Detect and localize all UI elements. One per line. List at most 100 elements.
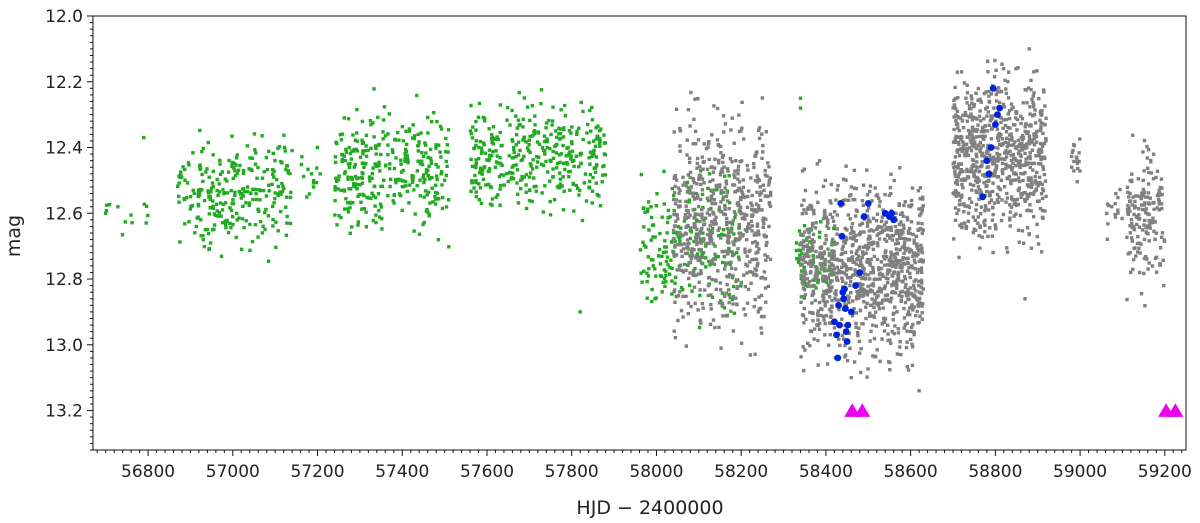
series-0-point [664,250,668,254]
series-1-point [755,190,759,194]
series-1-point [901,257,905,262]
series-1-point [1130,225,1134,230]
series-0-point [694,232,699,236]
series-1-point [1009,132,1013,136]
series-1-point [724,182,729,186]
series-1-point [884,255,889,259]
series-1-point [910,203,914,207]
series-1-point [830,243,834,247]
series-0-point [393,138,398,142]
series-1-point [738,205,743,209]
series-0-point [638,248,643,252]
series-0-point [355,187,359,191]
series-1-point [725,222,729,227]
series-0-point [221,188,225,192]
series-1-point [885,272,890,276]
series-1-point [985,179,989,184]
series-0-point [532,185,536,189]
series-0-point [421,222,425,227]
series-1-point [968,132,972,137]
series-0-point [559,108,563,112]
series-1-point [678,199,682,203]
series-0-point [546,170,550,174]
series-1-point [1009,205,1014,209]
series-1-point [837,268,841,273]
series-0-point [261,224,265,228]
series-0-point [646,274,651,278]
series-0-point [588,162,592,166]
series-1-point [1025,131,1029,135]
series-0-point [280,161,284,165]
series-1-point [904,248,908,252]
series-1-point [990,126,995,130]
series-2-point [983,157,991,165]
series-1-point [753,267,757,271]
series-1-point [1033,121,1038,125]
series-1-point [1145,144,1149,149]
series-1-point [802,368,806,373]
series-1-point [845,358,850,363]
series-1-point [732,210,737,214]
series-1-point [717,143,721,148]
series-1-point [854,321,858,326]
series-0-point [482,165,487,169]
series-1-point [905,257,909,261]
series-1-point [1027,134,1032,138]
series-1-point [816,200,820,204]
series-1-point [1157,197,1161,202]
series-1-point [1038,207,1043,211]
series-0-point [662,268,666,272]
series-0-point [579,161,583,165]
series-1-point [874,295,879,300]
series-0-point [426,131,430,135]
series-1-point [1147,170,1151,175]
series-1-point [693,301,697,306]
series-1-point [841,177,846,181]
series-1-point [963,110,968,115]
series-1-point [996,135,1000,140]
series-1-point [1027,161,1032,165]
series-0-point [561,143,565,148]
series-1-point [871,229,876,233]
series-1-point [736,285,740,289]
series-0-point [227,158,231,163]
series-1-point [816,312,820,316]
series-1-point [956,148,960,152]
series-1-point [956,140,961,144]
series-1-point [913,267,917,271]
series-1-point [801,239,806,243]
series-1-point [1015,117,1020,122]
series-1-point [1036,149,1041,153]
series-1-point [724,179,728,183]
series-1-point [976,185,981,189]
series-1-point [920,246,924,251]
series-1-point [832,326,837,330]
series-1-point [801,244,806,248]
series-1-point [727,235,732,239]
series-0-point [425,193,429,197]
series-1-point [1028,151,1032,155]
series-1-point [688,160,692,165]
series-1-point [1132,227,1137,232]
series-2-point [847,308,855,316]
series-1-point [886,280,890,285]
series-1-point [731,294,735,299]
series-1-point [978,140,982,145]
series-1-point [873,292,877,296]
series-1-point [957,162,961,166]
series-1-point [1031,100,1035,105]
series-1-point [1034,132,1038,137]
series-1-point [1024,157,1028,161]
series-1-point [973,128,977,132]
series-1-point [707,140,711,144]
series-1-point [1126,203,1130,208]
series-1-point [892,178,896,183]
series-0-point [333,213,337,217]
series-1-point [957,172,961,176]
series-1-point [674,253,679,257]
series-1-point [815,323,819,327]
series-1-point [1138,251,1142,255]
series-1-point [711,258,715,262]
series-1-point [756,261,760,265]
series-1-point [1001,126,1005,130]
